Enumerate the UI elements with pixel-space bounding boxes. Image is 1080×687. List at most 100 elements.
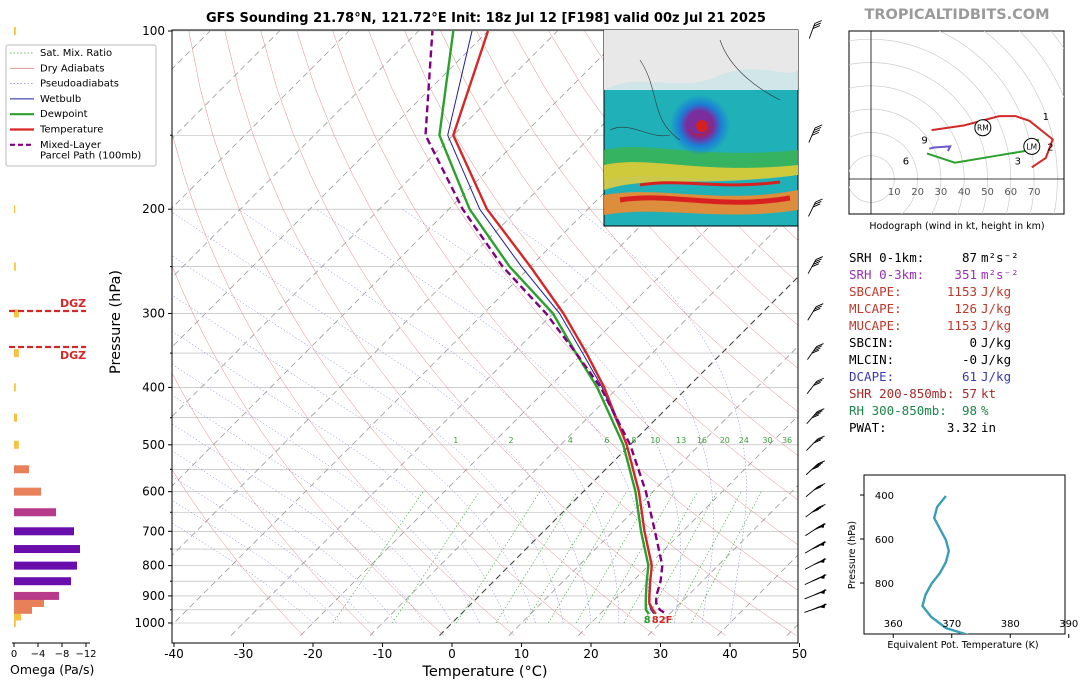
pseudoadiabat xyxy=(576,209,747,624)
stat-unit: J/kg xyxy=(981,352,1012,367)
wind-barb xyxy=(805,522,826,537)
skew-t-profiles xyxy=(424,30,665,615)
barb-feather xyxy=(813,507,822,512)
mixing-ratio-label: 20 xyxy=(720,436,730,445)
barb-feather xyxy=(811,508,820,513)
omega-bar xyxy=(14,527,74,536)
stat-label: SRH 0-1km: xyxy=(849,250,925,265)
mixing-ratio-line xyxy=(691,491,762,624)
barb-pennant xyxy=(819,557,826,563)
y-tick-label: 500 xyxy=(142,438,165,452)
hodograph-ring-label: 60 xyxy=(1004,187,1017,198)
barb-feather xyxy=(816,303,824,308)
barb-feather xyxy=(818,504,826,508)
stat-value: 57 xyxy=(961,386,977,401)
legend-item-label: Wetbulb xyxy=(40,94,81,105)
mixing-ratio-label: 30 xyxy=(762,436,772,445)
stat-value: 1153 xyxy=(946,318,977,333)
theta-y-tick-label: 600 xyxy=(875,535,894,546)
omega-bar xyxy=(14,605,32,614)
storm-motion-label: LM xyxy=(1026,142,1037,151)
wind-barb xyxy=(804,588,827,600)
mixing-ratio-label: 13 xyxy=(676,436,686,445)
stat-value: 87 xyxy=(961,250,977,265)
wind-barb xyxy=(808,198,823,217)
mixing-ratio-label: 24 xyxy=(739,436,749,445)
barb-pennant xyxy=(819,603,826,609)
barb-feather xyxy=(813,412,821,417)
omega-panel: 0 −4 −8 −12 Omega (Pa/s) DGZ DGZ xyxy=(9,27,97,677)
stat-label: DCAPE: xyxy=(849,369,895,384)
barb-feather xyxy=(811,414,820,419)
theta-x-tick-label: 370 xyxy=(942,619,961,630)
barb-feather xyxy=(817,460,826,465)
dewpoint-line xyxy=(438,30,650,615)
y-tick-label: 900 xyxy=(142,589,165,603)
dry-adiabat xyxy=(172,372,374,636)
theta-x-axis-label: Equivalent Pot. Temperature (K) xyxy=(887,640,1038,651)
barb-feather xyxy=(815,379,823,384)
x-tick-label: 40 xyxy=(722,647,737,661)
isotherm xyxy=(172,30,628,487)
isotherm xyxy=(578,415,798,636)
surface-dewpoint-label: 8 xyxy=(644,615,651,626)
dry-adiabat xyxy=(188,30,586,636)
stat-value: -0 xyxy=(961,352,977,367)
y-tick-label: 300 xyxy=(142,306,165,320)
pseudoadiabat xyxy=(238,208,620,623)
omega-bar xyxy=(14,349,19,358)
x-tick-label: 20 xyxy=(583,647,598,661)
stat-value: 126 xyxy=(954,301,977,316)
skew-t-frame xyxy=(171,29,799,644)
stat-unit: m²s⁻² xyxy=(981,267,1019,282)
isotherm-zero xyxy=(439,276,798,636)
mixing-ratio-line xyxy=(576,491,654,624)
isotherm xyxy=(508,345,798,636)
pseudoadiabat xyxy=(402,208,682,624)
dgz-label: DGZ xyxy=(60,349,86,362)
y-tick-label: 1000 xyxy=(134,616,165,630)
wind-barb xyxy=(807,303,824,321)
dry-adiabat xyxy=(512,30,798,369)
stat-row: SBCIN: 0 J/kg xyxy=(849,335,1039,352)
mixing-ratio-label: 8 xyxy=(631,436,636,445)
mixing-ratio-label: 2 xyxy=(508,436,513,445)
storm-motion-marker xyxy=(974,119,992,137)
omega-axis-label: Omega (Pa/s) xyxy=(10,662,94,677)
omega-bar xyxy=(14,561,77,570)
stat-label: SBCIN: xyxy=(849,335,895,350)
isotherm xyxy=(172,30,489,348)
omega-bar xyxy=(14,262,16,271)
stat-value: 98 xyxy=(961,403,977,418)
stat-row: MLCAPE: 126 J/kg xyxy=(849,301,1039,318)
stat-row: MLCIN: -0 J/kg xyxy=(849,352,1039,369)
x-tick-label: -10 xyxy=(373,647,393,661)
hodograph-caption: Hodograph (wind in kt, height in km) xyxy=(869,221,1044,232)
barb-feather xyxy=(817,435,825,440)
satellite-inset xyxy=(603,29,799,227)
omega-bar xyxy=(14,487,41,496)
stat-label: SHR 200-850mb: xyxy=(849,386,955,401)
stat-label: RH 300-850mb: xyxy=(849,403,947,418)
barb-feather xyxy=(813,22,821,27)
stat-label: PWAT: xyxy=(849,420,887,435)
stat-unit: m²s⁻² xyxy=(981,250,1019,265)
stat-unit: J/kg xyxy=(981,318,1012,333)
stat-unit: J/kg xyxy=(981,369,1012,384)
stat-row: PWAT: 3.32 in xyxy=(849,420,1039,437)
omega-bar xyxy=(14,598,44,607)
stat-row: RH 300-850mb: 98% xyxy=(849,403,1039,420)
y-tick-label: 700 xyxy=(142,524,165,538)
wind-barb xyxy=(805,504,826,518)
omega-bar xyxy=(14,591,59,600)
barb-feather xyxy=(811,131,820,136)
sounding-parameters: SRH 0-1km: 87 m²s⁻² SRH 0-3km: 351 m²s⁻² SBCAP… xyxy=(849,250,1039,437)
mixing-ratio-line xyxy=(495,491,578,624)
stat-label: MLCAPE: xyxy=(849,301,902,316)
barb-feather xyxy=(817,408,825,413)
omega-bar xyxy=(14,413,17,422)
stat-row: SHR 200-850mb: 57 kt xyxy=(849,386,1039,403)
wind-barb xyxy=(804,573,827,586)
